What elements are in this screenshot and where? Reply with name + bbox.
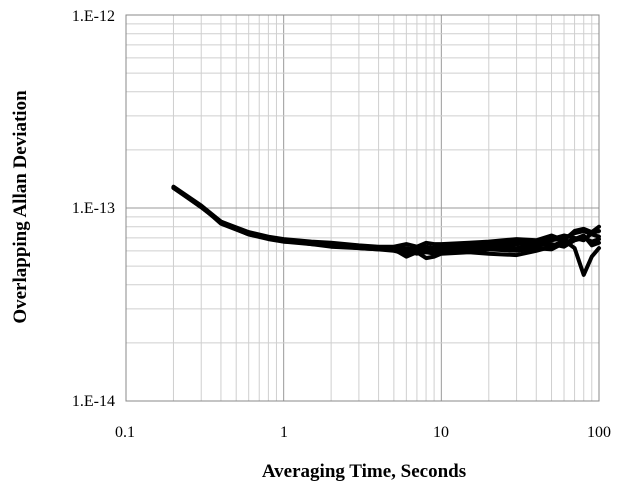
y-tick-label-1e-12: 1.E-12: [72, 8, 115, 25]
x-axis-title: Averaging Time, Seconds: [262, 461, 466, 482]
y-axis-title: Overlapping Allan Deviation: [10, 90, 31, 324]
grid-lines: [125, 14, 599, 402]
x-tick-label-1: 1: [280, 424, 288, 441]
data-series-group: [171, 184, 601, 277]
series-line-6: [171, 185, 601, 253]
x-tick-label-100: 100: [587, 424, 611, 441]
x-tick-label-0-1: 0.1: [115, 424, 135, 441]
y-tick-label-1e-13: 1.E-13: [72, 200, 115, 217]
x-tick-label-10: 10: [433, 424, 449, 441]
plot-area-border: [125, 14, 600, 402]
y-tick-label-1e-14: 1.E-14: [72, 393, 115, 410]
